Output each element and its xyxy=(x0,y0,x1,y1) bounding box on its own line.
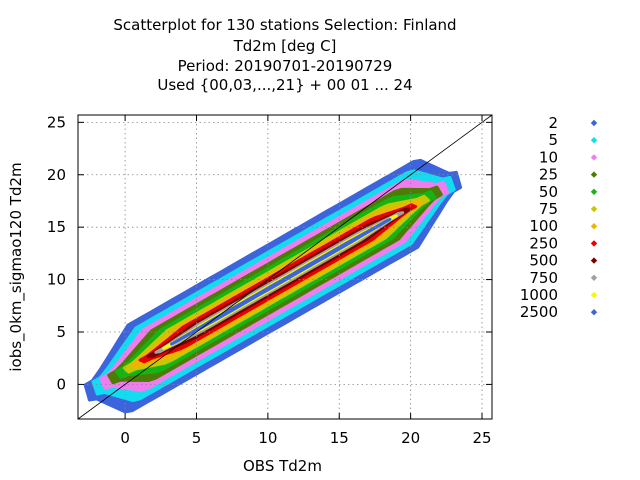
legend-label-250: 250 xyxy=(529,234,558,252)
y-tick-label: 15 xyxy=(47,218,66,236)
diagonal-line xyxy=(77,114,493,420)
legend-label-2: 2 xyxy=(548,114,558,132)
chart-title-line-4: Used {00,03,...,21} + 00 01 ... 24 xyxy=(157,76,413,94)
chart-title-line-2: Td2m [deg C] xyxy=(233,37,337,55)
x-tick-label: 0 xyxy=(120,429,130,447)
density-cloud xyxy=(83,158,463,414)
legend-marker-2 xyxy=(590,119,598,127)
y-axis-ticks: 0 5 10 15 20 25 xyxy=(47,113,492,393)
legend-label-75: 75 xyxy=(539,200,558,218)
legend-marker-25 xyxy=(590,171,598,178)
legend-marker-500 xyxy=(590,257,598,264)
legend-label-2500: 2500 xyxy=(520,303,558,321)
x-axis-label: OBS Td2m xyxy=(243,457,322,475)
legend-marker-2500 xyxy=(590,309,598,316)
x-tick-label: 20 xyxy=(401,429,420,447)
chart-title-line-1: Scatterplot for 130 stations Selection: … xyxy=(113,16,457,34)
legend-marker-100 xyxy=(590,223,598,230)
legend-label-100: 100 xyxy=(529,217,558,235)
legend-marker-50 xyxy=(590,188,598,195)
legend-marker-10 xyxy=(590,154,598,161)
chart-title-line-3: Period: 20190701-20190729 xyxy=(177,57,393,75)
legend-label-750: 750 xyxy=(529,269,558,287)
density-band-2500 xyxy=(170,217,392,346)
legend-label-1000: 1000 xyxy=(520,286,558,304)
legend-label-25: 25 xyxy=(539,166,558,184)
y-axis-label: iobs_0km_sigmao120 Td2m xyxy=(7,162,25,372)
y-tick-label: 0 xyxy=(56,375,66,393)
plot-frame xyxy=(77,114,493,420)
y-tick-label: 20 xyxy=(47,166,66,184)
legend-label-10: 10 xyxy=(539,148,558,166)
legend-marker-5 xyxy=(590,137,598,144)
y-tick-label: 25 xyxy=(47,113,66,131)
y-tick-label: 10 xyxy=(47,271,66,289)
legend-marker-75 xyxy=(590,205,598,213)
x-tick-label: 5 xyxy=(192,429,202,447)
grid-lines xyxy=(78,115,492,419)
legend-marker-250 xyxy=(590,240,598,247)
legend-label-50: 50 xyxy=(539,183,558,201)
legend-label-5: 5 xyxy=(548,131,558,149)
legend-label-500: 500 xyxy=(529,252,558,270)
x-tick-label: 25 xyxy=(472,429,491,447)
x-axis-ticks: 0 5 10 15 20 25 xyxy=(120,115,492,447)
legend-marker-1000 xyxy=(590,291,598,299)
x-tick-label: 10 xyxy=(258,429,277,447)
legend-marker-750 xyxy=(590,274,598,281)
x-tick-label: 15 xyxy=(330,429,349,447)
y-tick-label: 5 xyxy=(56,323,66,341)
